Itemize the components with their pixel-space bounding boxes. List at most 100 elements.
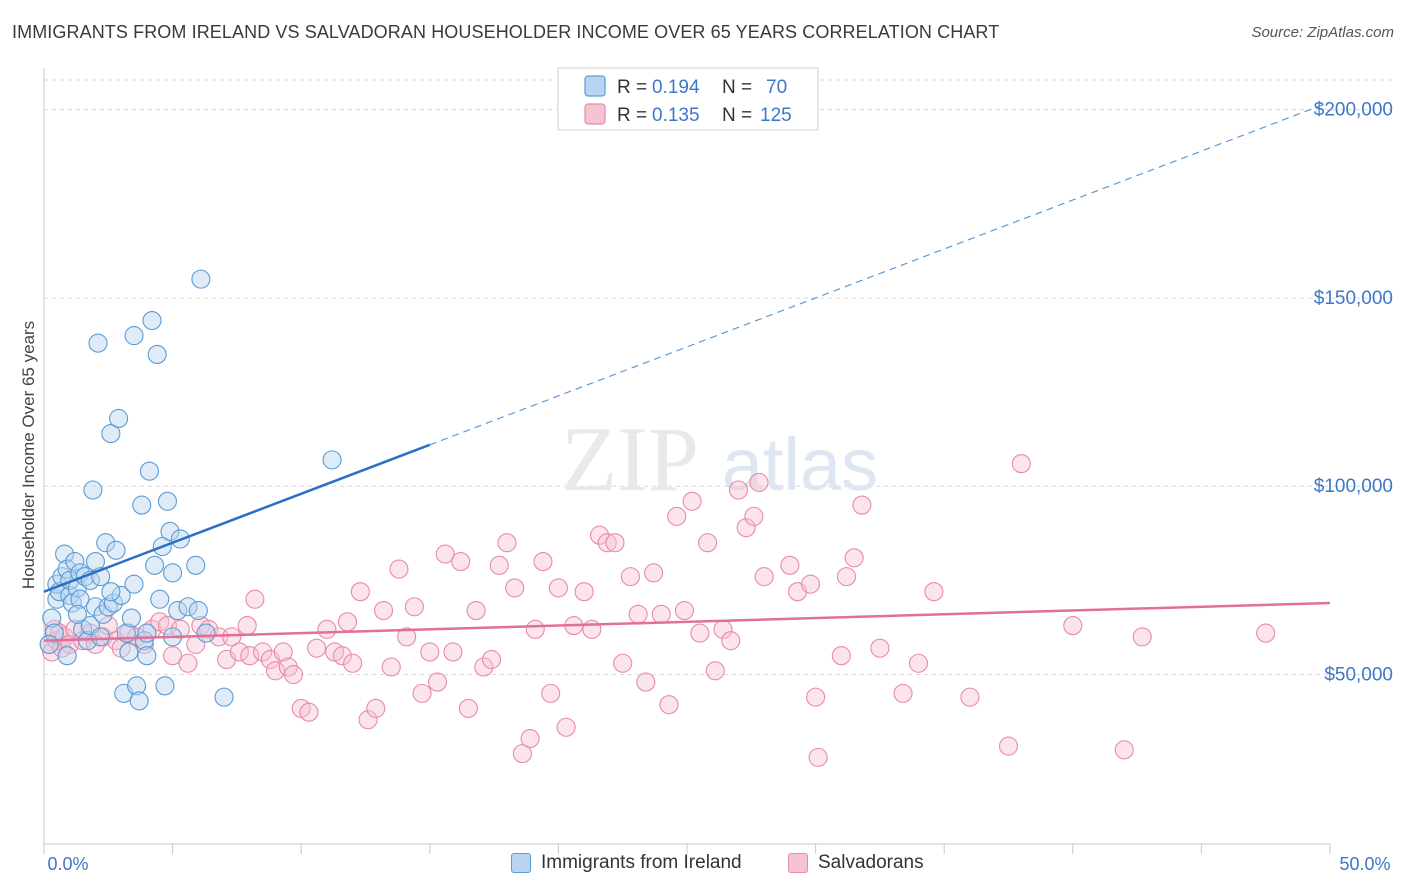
ireland-point-61 (322, 450, 342, 470)
salvadorans-point-35 (253, 642, 273, 662)
salvadorans-point-70 (512, 744, 532, 764)
salvadorans-point-23 (170, 619, 190, 639)
salvadorans-point-31 (229, 642, 250, 662)
ireland-point-36 (121, 608, 141, 628)
salvadorans-point-103 (780, 555, 800, 575)
ireland-point-31 (109, 408, 129, 429)
ireland-point-65 (91, 627, 111, 647)
salvadorans-point-44 (317, 619, 337, 639)
ireland-point-60 (214, 687, 234, 707)
salvadorans-point-122 (1256, 623, 1276, 643)
ireland-point-63 (57, 646, 77, 666)
salvadorans-point-67 (489, 555, 509, 575)
salvadorans-point-37 (265, 661, 286, 681)
salvadorans-point-109 (836, 567, 857, 587)
salvadorans-point-82 (605, 533, 625, 553)
salvadorans-point-79 (582, 619, 602, 639)
trend-line-salvadorans (43, 601, 1331, 642)
salvadorans-point-90 (667, 506, 687, 526)
ireland-point-55 (178, 597, 198, 617)
salvadorans-point-65 (474, 657, 494, 677)
watermark-atlas: atlas (722, 423, 878, 506)
salvadorans-point-30 (222, 627, 242, 647)
salvadorans-point-91 (674, 600, 694, 621)
salvadorans-point-57 (412, 683, 432, 703)
salvadorans-point-63 (458, 698, 478, 718)
stats-swatch-ireland (584, 75, 606, 97)
stats-r-label-salvadorans: R = (617, 105, 647, 126)
legend-swatch-ireland (511, 853, 531, 873)
ireland-point-58 (191, 269, 211, 289)
salvadorans-point-22 (163, 646, 183, 666)
legend-item-ireland[interactable]: Immigrants from Ireland (511, 852, 742, 874)
salvadorans-point-66 (481, 649, 502, 670)
salvadorans-point-119 (1063, 616, 1083, 636)
salvadorans-point-69 (505, 578, 525, 598)
ireland-point-39 (129, 691, 149, 711)
salvadorans-point-34 (245, 589, 265, 609)
salvadorans-point-89 (659, 695, 679, 715)
ireland-point-52 (163, 563, 183, 583)
ireland-point-37 (124, 326, 144, 346)
y-tick-label-2: $150,000 (1314, 288, 1393, 309)
salvadorans-point-42 (299, 702, 319, 722)
ireland-point-44 (142, 310, 162, 331)
x-tick-min: 0.0% (47, 854, 88, 874)
salvadorans-point-106 (806, 687, 826, 707)
stats-legend: R = 0.194 N = 70 R = 0.135 N = 125 (557, 67, 819, 131)
salvadorans-point-53 (381, 657, 401, 677)
ireland-point-66 (101, 582, 121, 602)
ireland-point-46 (147, 344, 167, 364)
salvadorans-point-98 (728, 480, 748, 500)
salvadorans-point-93 (690, 623, 710, 643)
salvadorans-point-118 (1011, 454, 1031, 474)
ireland-point-30 (106, 540, 126, 560)
salvadorans-point-76 (556, 717, 576, 737)
x-tick-max: 50.0% (1339, 854, 1390, 874)
salvadorans-point-92 (682, 491, 702, 511)
salvadorans-point-52 (373, 600, 394, 621)
salvadorans-point-75 (548, 578, 568, 598)
ireland-point-13 (70, 589, 90, 609)
ireland-point-35 (119, 642, 139, 662)
source-credit: Source: ZipAtlas.com (1251, 24, 1394, 41)
salvadorans-point-99 (736, 518, 756, 538)
salvadorans-point-88 (651, 604, 671, 624)
ireland-point-28 (101, 423, 121, 444)
salvadorans-point-21 (157, 616, 178, 636)
trend-lines (43, 101, 1331, 642)
salvadorans-point-38 (273, 642, 293, 662)
salvadorans-point-116 (960, 687, 980, 707)
salvadorans-point-111 (852, 495, 872, 515)
salvadorans-point-113 (893, 683, 913, 703)
grid-lines (44, 79, 1394, 676)
salvadorans-point-83 (613, 653, 633, 673)
stats-r-label-ireland: R = (617, 77, 647, 98)
salvadorans-point-101 (749, 472, 769, 493)
salvadorans-point-48 (343, 653, 363, 673)
ireland-point-53 (168, 600, 188, 621)
salvadorans-point-110 (844, 548, 864, 568)
salvadorans-point-71 (520, 729, 540, 749)
legend-item-salvadorans[interactable]: Salvadorans (788, 852, 924, 874)
trend-line-ireland-extension (429, 101, 1331, 446)
salvadorans-point-8 (65, 619, 85, 639)
y-tick-labels: $50,000 $100,000 $150,000 $200,000 (1314, 100, 1393, 686)
ireland-point-49 (155, 676, 175, 696)
y-tick-label-1: $100,000 (1314, 476, 1393, 497)
ireland-point-41 (134, 631, 154, 651)
salvadorans-point-80 (590, 525, 610, 545)
ireland-point-42 (137, 646, 157, 666)
salvadorans-point-49 (350, 582, 370, 602)
ireland-point-67 (124, 574, 144, 594)
legend-label-ireland: Immigrants from Ireland (541, 852, 742, 873)
salvadorans-point-97 (721, 631, 741, 651)
salvadorans-point-73 (533, 552, 553, 572)
series-legend: Immigrants from Ireland Salvadorans (0, 852, 1406, 878)
salvadorans-point-78 (574, 582, 594, 602)
salvadorans-point-87 (644, 563, 664, 583)
salvadorans-point-86 (636, 672, 656, 692)
ireland-point-68 (137, 623, 157, 643)
salvadorans-point-84 (620, 567, 640, 587)
